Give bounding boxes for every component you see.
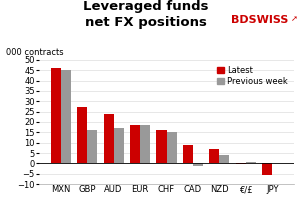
Bar — [77, 107, 87, 163]
Bar — [140, 125, 150, 163]
Bar — [262, 163, 272, 175]
Bar — [219, 155, 230, 163]
Bar — [156, 130, 167, 163]
Bar — [209, 149, 219, 163]
Bar — [130, 125, 140, 163]
Bar — [246, 162, 256, 163]
Bar — [51, 68, 61, 163]
Text: ➚: ➚ — [291, 14, 298, 23]
Bar — [167, 132, 177, 163]
Bar — [87, 130, 97, 163]
Bar — [61, 70, 71, 163]
Text: Leveraged funds
net FX positions: Leveraged funds net FX positions — [83, 0, 209, 29]
Legend: Latest, Previous week: Latest, Previous week — [216, 64, 290, 88]
Bar — [193, 163, 203, 166]
Bar — [183, 145, 193, 163]
Bar — [114, 128, 124, 163]
Bar — [236, 163, 246, 164]
Text: BDSWISS: BDSWISS — [231, 15, 288, 25]
Bar — [103, 114, 114, 163]
Text: 000 contracts: 000 contracts — [6, 48, 64, 57]
